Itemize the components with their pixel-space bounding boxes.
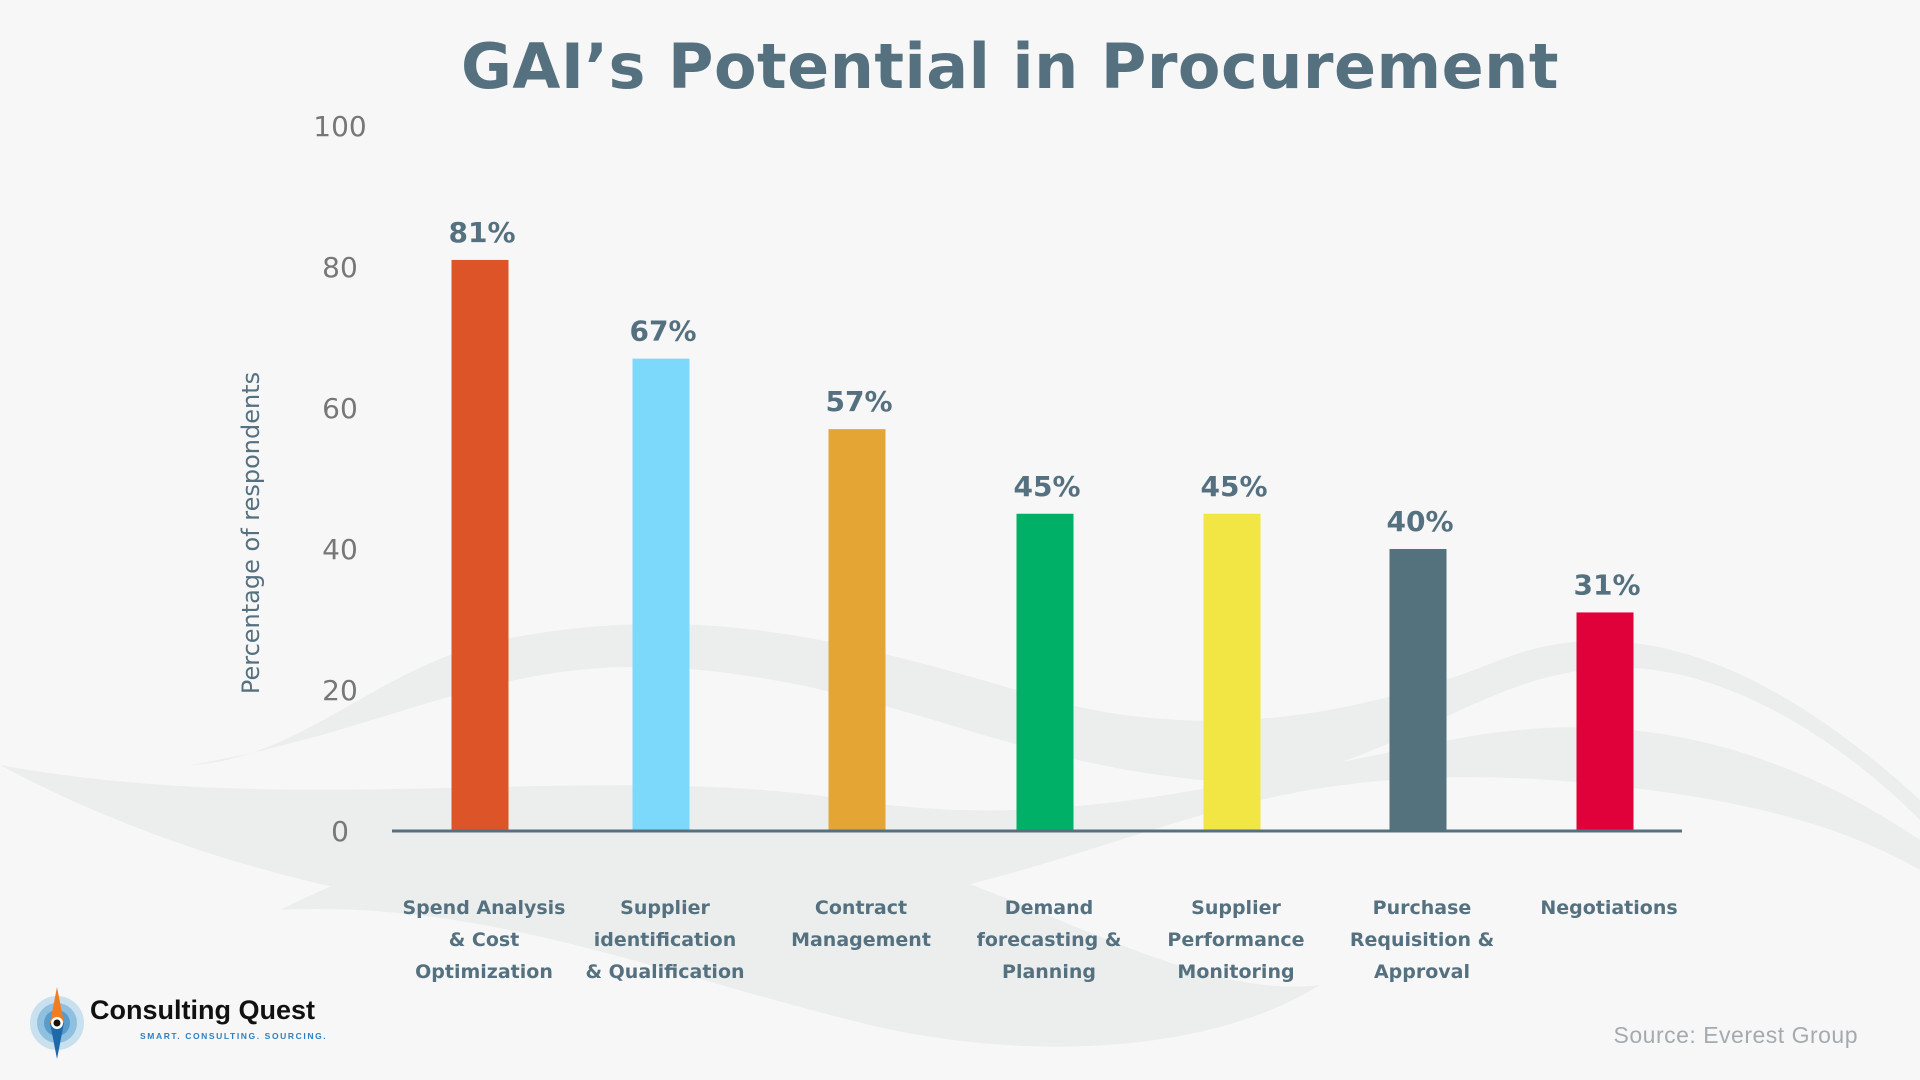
x-tick-label: Supplier identification & Qualification (575, 892, 755, 988)
x-tick-label-line: identification (593, 929, 737, 951)
chart-title: GAI’s Potential in Procurement (461, 30, 1559, 103)
bar (1016, 513, 1074, 831)
x-tick-label-line: & Qualification (585, 961, 745, 983)
x-tick-label-line: Management (791, 929, 931, 951)
x-tick-label: Demand forecasting & Planning (959, 892, 1139, 988)
data-label: 40% (1386, 505, 1453, 538)
x-tick-label-line: Optimization (415, 961, 553, 983)
x-tick-label: Supplier Performance Monitoring (1146, 892, 1326, 988)
x-tick-label-line: Negotiations (1540, 897, 1678, 919)
bar (1203, 513, 1261, 831)
y-tick-label: 80 (322, 251, 358, 284)
x-tick-label-line: Supplier (620, 897, 710, 919)
y-tick-label: 0 (331, 815, 349, 848)
bar (1576, 612, 1634, 831)
compass-icon (30, 987, 84, 1059)
x-tick-label-line: Performance (1167, 929, 1305, 951)
logo-name: Consulting Quest (90, 995, 315, 1025)
bar (828, 429, 886, 831)
x-tick-label-line: Requisition & (1349, 929, 1495, 951)
data-label: 45% (1013, 470, 1080, 503)
x-tick-label-line: Contract (814, 897, 908, 919)
x-tick-label-line: Demand (1004, 897, 1094, 919)
x-tick-label-line: Approval (1373, 961, 1471, 983)
x-tick-label-line: Monitoring (1177, 961, 1295, 983)
x-tick-label-line: Planning (1002, 961, 1096, 983)
x-tick-label-line: Spend Analysis (402, 897, 566, 919)
logo-tagline: SMART. CONSULTING. SOURCING. (140, 1031, 328, 1041)
x-tick-label: Contract Management (771, 892, 951, 956)
data-label: 57% (825, 385, 892, 418)
data-label: 45% (1200, 470, 1267, 503)
x-tick-label-line: Supplier (1191, 897, 1281, 919)
bar (1389, 549, 1447, 831)
x-tick-label-line: & Cost (448, 929, 520, 951)
consulting-quest-logo: Consulting Quest SMART. CONSULTING. SOUR… (28, 985, 326, 1060)
y-tick-label: 20 (322, 674, 358, 707)
bar (451, 259, 509, 831)
data-label: 81% (448, 216, 515, 249)
bar (632, 358, 690, 831)
x-tick-label-line: forecasting & (976, 929, 1122, 951)
data-label: 31% (1573, 568, 1640, 601)
source-note: Source: Everest Group (1613, 1022, 1858, 1048)
y-tick-label: 60 (322, 392, 358, 425)
y-tick-label: 100 (313, 110, 366, 143)
x-tick-label: Purchase Requisition & Approval (1332, 892, 1512, 988)
x-tick-label-line: Purchase (1372, 897, 1472, 919)
y-tick-label: 40 (322, 533, 358, 566)
x-tick-label: Negotiations (1519, 892, 1699, 924)
x-tick-label: Spend Analysis & Cost Optimization (394, 892, 574, 988)
data-label: 67% (629, 315, 696, 348)
